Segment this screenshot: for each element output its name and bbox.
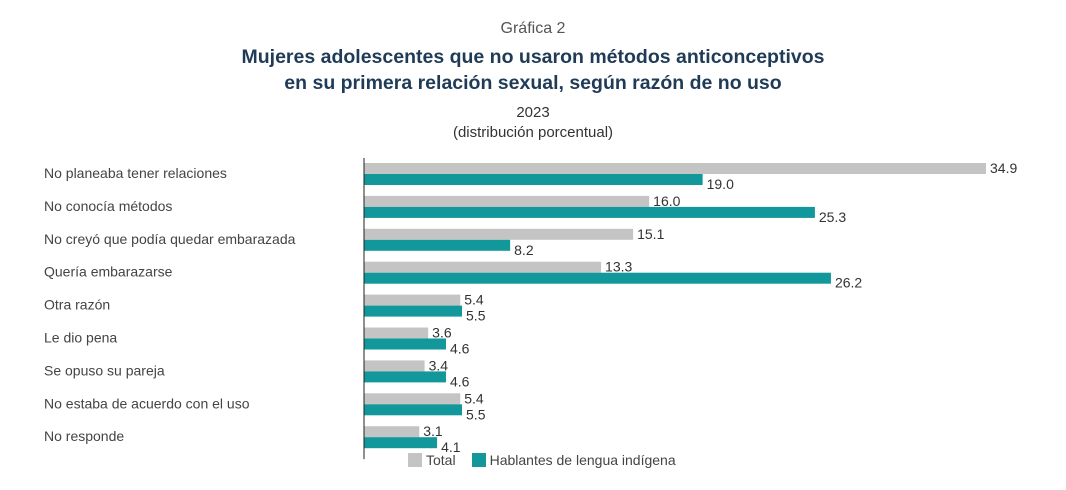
data-label-indigenous: 4.1 [441, 439, 461, 455]
chart-kicker: Gráfica 2 [500, 20, 566, 37]
category-label: No planeaba tener relaciones [44, 165, 227, 181]
chart-title: Mujeres adolescentes que no usaron métod… [0, 44, 1066, 96]
data-label-indigenous: 19.0 [707, 176, 734, 192]
data-label-indigenous: 5.5 [466, 406, 486, 422]
bar-indigenous [364, 371, 446, 383]
legend-item-indigenous: Hablantes de lengua indígena [471, 452, 676, 468]
data-label-total: 34.9 [990, 160, 1017, 176]
legend-swatch-indigenous [471, 453, 486, 467]
legend-swatch-total [408, 453, 422, 467]
category-label: No estaba de acuerdo con el uso [44, 395, 250, 411]
data-label-total: 3.1 [423, 423, 443, 439]
data-label-indigenous: 8.2 [514, 242, 534, 258]
data-label-total: 3.4 [429, 357, 449, 373]
chart-unit: (distribución porcentual) [452, 124, 614, 141]
bar-total [364, 393, 461, 405]
legend-label-indigenous: Hablantes de lengua indígena [489, 452, 676, 468]
data-label-total: 5.4 [464, 390, 484, 406]
bar-total [364, 195, 650, 207]
bar-total [364, 426, 420, 438]
legend-item-total: Total [408, 452, 456, 468]
bar-total [364, 360, 425, 372]
data-label-indigenous: 4.6 [450, 341, 470, 357]
data-label-total: 5.4 [464, 292, 484, 308]
bar-indigenous [364, 272, 831, 284]
bar-indigenous [364, 404, 463, 416]
data-label-indigenous: 25.3 [819, 209, 846, 225]
data-label-indigenous: 4.6 [450, 373, 470, 389]
category-label: Se opuso su pareja [44, 362, 165, 378]
chart-legend: Total Hablantes de lengua indígena [408, 452, 692, 468]
category-label: Le dio pena [44, 330, 117, 346]
bar-indigenous [364, 239, 511, 251]
bar-indigenous [364, 206, 815, 218]
data-label-total: 3.6 [432, 325, 452, 341]
chart-year: 2023 [516, 104, 550, 121]
bar-total [364, 228, 634, 240]
data-label-total: 16.0 [653, 193, 680, 209]
bar-total [364, 163, 986, 174]
data-label-total: 15.1 [637, 226, 664, 242]
bar-total [364, 261, 602, 273]
data-label-total: 13.3 [605, 259, 632, 275]
category-label: No conocía métodos [44, 198, 172, 214]
category-label: Otra razón [44, 297, 110, 313]
data-label-indigenous: 5.5 [466, 308, 486, 324]
bar-indigenous [364, 338, 446, 350]
bar-total [364, 327, 429, 339]
bar-total [364, 294, 461, 306]
bar-indigenous [364, 305, 463, 317]
data-label-indigenous: 26.2 [835, 275, 862, 291]
chart-title-line-1: Mujeres adolescentes que no usaron métod… [241, 46, 825, 68]
category-label: Quería embarazarse [44, 264, 173, 280]
chart-title-line-2: en su primera relación sexual, según raz… [284, 72, 782, 94]
category-label: No responde [44, 428, 124, 444]
legend-label-total: Total [426, 452, 456, 468]
category-label: No creyó que podía quedar embarazada [44, 231, 296, 247]
bar-indigenous [364, 174, 703, 185]
bar-indigenous [364, 437, 438, 449]
